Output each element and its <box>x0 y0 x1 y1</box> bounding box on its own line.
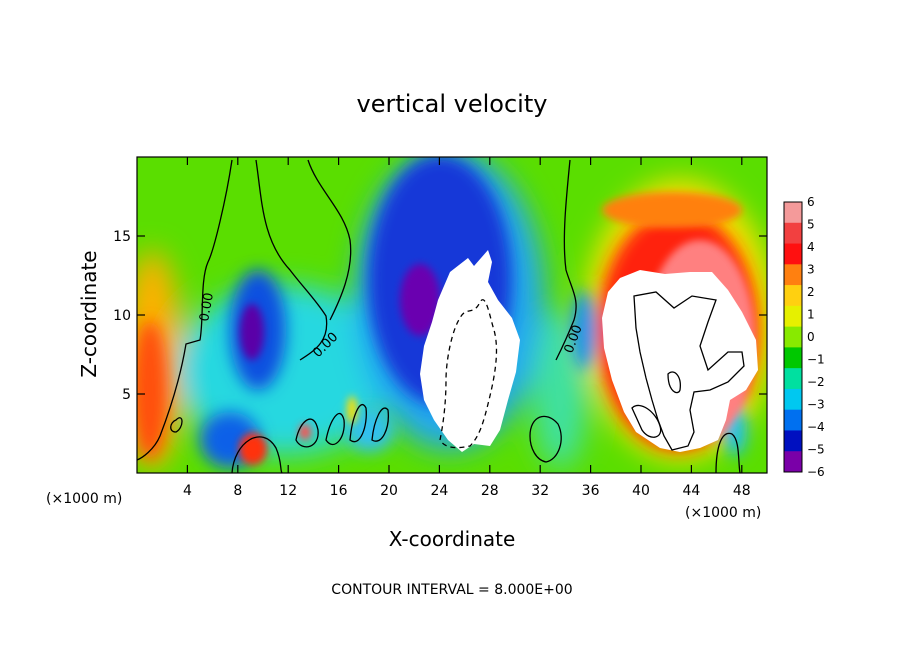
colorbar-tick-label: −5 <box>807 443 825 457</box>
colorbar-tick-label: −3 <box>807 398 825 412</box>
colorbar-swatch <box>784 409 802 431</box>
left-updraft-core <box>137 320 168 460</box>
colorbar-tick-label: 1 <box>807 308 815 322</box>
colorbar: 6 5 4 3 2 1 0 −1 −2 −3 −4 −5 −6 <box>783 195 825 479</box>
contour-lines <box>137 159 745 473</box>
contour-label-a: 0.00 <box>197 292 217 323</box>
colorbar-swatch <box>784 305 802 328</box>
contour-loop-h <box>715 432 741 473</box>
colorbar-tick-label: −2 <box>807 375 825 389</box>
x-tick-label: 44 <box>682 483 700 499</box>
y-axis-ticks: 5 10 15 <box>113 229 767 403</box>
x-tick-label: 32 <box>531 483 549 499</box>
x-tick-label: 4 <box>183 483 192 499</box>
contour-loop-c <box>325 412 345 446</box>
colorbar-swatch <box>784 222 802 245</box>
inner-contour-right-small <box>667 371 681 394</box>
colorbar-frame <box>783 201 803 473</box>
x-tick-label: 40 <box>632 483 650 499</box>
colorbar-tick-label: 6 <box>807 195 815 209</box>
colorbar-tick-label: −1 <box>807 353 825 367</box>
x-tick-label: 8 <box>233 483 242 499</box>
zero-contour-right <box>555 159 577 361</box>
right-updraft-cap <box>602 192 742 228</box>
colorbar-swatch <box>784 285 802 307</box>
colorbar-swatch <box>784 202 802 224</box>
x-tick-label: 16 <box>330 483 348 499</box>
heatmap-field: 0.00 0.00 0.00 <box>137 157 767 473</box>
colorbar-tick-label: 3 <box>807 263 815 277</box>
x-unit-label: (×1000 m) <box>685 505 761 521</box>
colorbar-tick-label: −4 <box>807 420 825 434</box>
colorbar-swatch <box>784 326 802 348</box>
contour-loop-d <box>349 404 367 443</box>
x-tick-label: 36 <box>582 483 600 499</box>
chart-title: vertical velocity <box>357 90 548 118</box>
contour-loop-b <box>295 418 319 448</box>
x-tick-label: 24 <box>430 483 448 499</box>
small-updraft-a <box>299 424 311 440</box>
contour-loop-f <box>231 436 283 473</box>
colorbar-swatch <box>784 243 802 265</box>
contour-loop-g <box>529 415 562 463</box>
colorbar-swatch <box>784 388 802 411</box>
x-tick-label: 48 <box>733 483 751 499</box>
colorbar-swatch <box>784 430 802 452</box>
contour-loop-a <box>170 417 183 433</box>
colorbar-swatch <box>784 451 802 473</box>
y-tick-label: 10 <box>113 308 131 324</box>
colorbar-tick-label: 0 <box>807 330 815 344</box>
colorbar-swatch <box>784 347 802 369</box>
inner-contour-right-low <box>631 404 662 438</box>
x-axis-ticks: 4 8 12 16 20 24 28 32 36 40 44 48 <box>183 157 751 499</box>
z-unit-label: (×1000 m) <box>46 491 122 507</box>
central-downdraft-core <box>400 264 440 336</box>
zero-contour-left <box>137 159 233 461</box>
y-axis-title: Z-coordinate <box>77 250 101 377</box>
contour-interval-note: CONTOUR INTERVAL = 8.000E+00 <box>331 582 572 598</box>
dashed-contour-center <box>439 299 498 449</box>
small-updraft-b <box>347 396 357 424</box>
x-axis-title: X-coordinate <box>389 527 516 551</box>
mid-right-blue <box>572 290 596 370</box>
x-tick-label: 12 <box>279 483 297 499</box>
x-tick-label: 20 <box>380 483 398 499</box>
colorbar-swatch <box>784 368 802 390</box>
low-updraft <box>239 433 267 465</box>
inner-contour-right <box>633 291 745 451</box>
colorbar-tick-label: −6 <box>807 465 825 479</box>
colorbar-tick-label: 2 <box>807 285 815 299</box>
colorbar-tick-label: 5 <box>807 218 815 232</box>
y-tick-label: 5 <box>122 387 131 403</box>
zero-contour-left-b <box>255 159 328 361</box>
contour-loop-e <box>371 407 389 442</box>
zero-contour-left-c <box>307 159 352 321</box>
left-downdraft-core <box>240 304 264 360</box>
colorbar-tick-label: 4 <box>807 240 815 254</box>
x-tick-label: 28 <box>481 483 499 499</box>
y-tick-label: 15 <box>113 229 131 245</box>
colorbar-swatch <box>784 264 802 286</box>
right-updraft-core <box>602 270 758 452</box>
